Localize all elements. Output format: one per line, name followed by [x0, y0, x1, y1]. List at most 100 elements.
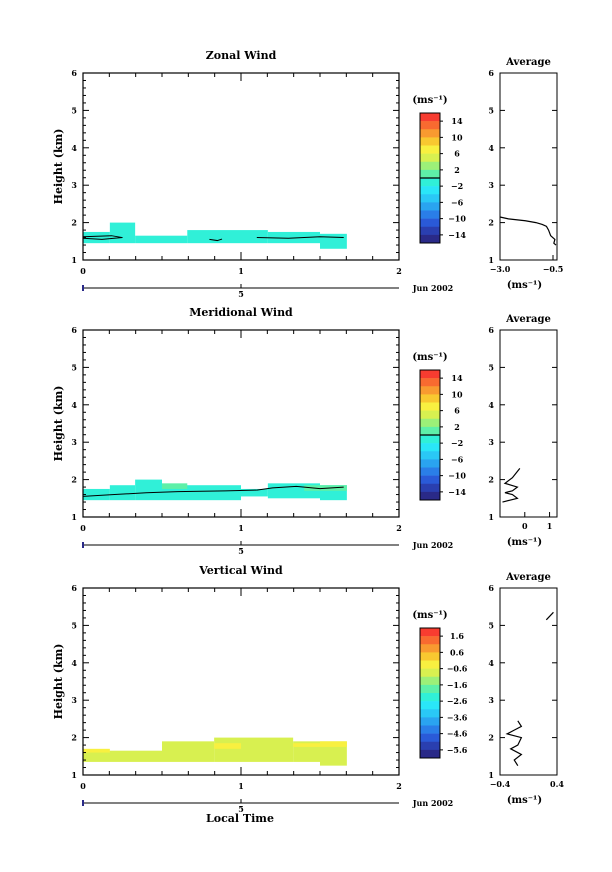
heatmap-cell [83, 748, 110, 753]
colorbar-frame [419, 627, 441, 759]
panel-title: Zonal Wind [206, 49, 277, 62]
date-day-label: 5 [238, 546, 244, 556]
colorbar-band [420, 186, 440, 195]
average-y-tick-label: 5 [488, 362, 494, 372]
average-unit: (ms⁻¹) [507, 795, 542, 806]
y-tick-label: 5 [71, 105, 77, 115]
average-title: Average [505, 314, 551, 325]
colorbar-band [420, 636, 440, 645]
colorbar-tick-label: −6 [451, 454, 464, 464]
average-x-tick-label: −3.0 [490, 264, 511, 274]
colorbar-band [420, 693, 440, 702]
average-y-tick-label: 6 [488, 68, 494, 78]
y-tick-label: 1 [71, 770, 77, 780]
colorbar-band [420, 475, 440, 485]
colorbar-band [420, 386, 440, 395]
average-y-tick-label: 5 [488, 620, 494, 630]
colorbar-tick-label: 14 [451, 373, 463, 383]
colorbar-band [420, 668, 440, 678]
colorbar-band [420, 226, 440, 236]
colorbar-tick-label: −1.6 [447, 680, 468, 690]
date-label: Jun 2002 [412, 283, 453, 293]
heatmap-cell [135, 235, 188, 244]
average-unit: (ms⁻¹) [507, 280, 542, 291]
colorbar-band [420, 676, 440, 686]
colorbar-band [420, 644, 440, 653]
y-tick-label: 5 [71, 620, 77, 630]
x-tick-label: 2 [396, 523, 402, 533]
colorbar-band [420, 741, 440, 751]
y-tick-label: 2 [71, 218, 77, 228]
average-profile-line [499, 216, 557, 246]
average-y-tick-label: 1 [488, 512, 494, 522]
average-y-tick-label: 4 [488, 400, 494, 410]
heatmap-cell [320, 233, 347, 249]
colorbar-tick-label: −10 [448, 471, 466, 481]
colorbar-tick-label: 0.6 [450, 647, 464, 657]
colorbar-band [420, 370, 440, 379]
colorbar-tick-label: 10 [451, 132, 463, 142]
colorbar-band [420, 153, 440, 163]
x-tick-label: 1 [238, 523, 244, 533]
y-tick-label: 4 [71, 143, 77, 153]
average-title: Average [505, 572, 551, 583]
colorbar-band [420, 483, 440, 493]
average-x-tick-label: 1 [547, 521, 553, 531]
colorbar-tick-label: 10 [451, 389, 463, 399]
colorbar-tick-label: −6 [451, 197, 464, 207]
colorbar-tick-label: 14 [451, 116, 463, 126]
date-label: Jun 2002 [412, 798, 453, 808]
colorbar-tick-label: −14 [448, 230, 466, 240]
y-tick-label: 6 [71, 583, 77, 593]
y-tick-label: 5 [71, 362, 77, 372]
y-tick-label: 4 [71, 658, 77, 668]
heatmap-cell [83, 488, 110, 501]
colorbar-band [420, 113, 440, 122]
colorbar-band [420, 717, 440, 726]
y-tick-label: 3 [71, 695, 77, 705]
colorbar-band [420, 660, 440, 669]
y-tick-label: 3 [71, 180, 77, 190]
colorbar-band [420, 129, 440, 138]
heatmap-cell [241, 488, 268, 497]
y-tick-label: 1 [71, 255, 77, 265]
average-y-tick-label: 6 [488, 325, 494, 335]
x-tick-label: 2 [396, 781, 402, 791]
y-tick-label: 1 [71, 512, 77, 522]
average-x-tick-label: −0.4 [490, 779, 511, 789]
colorbar-band [420, 234, 440, 244]
colorbar-tick-label: 6 [454, 149, 460, 159]
heatmap-cell [109, 222, 136, 244]
average-x-tick-label: 0.4 [550, 779, 564, 789]
colorbar-band [420, 491, 440, 501]
average-y-tick-label: 1 [488, 770, 494, 780]
colorbar-band [420, 410, 440, 420]
average-y-tick-label: 2 [488, 218, 494, 228]
colorbar-tick-label: −5.6 [447, 745, 468, 755]
colorbar-band [420, 467, 440, 476]
average-y-tick-label: 2 [488, 733, 494, 743]
colorbar-band [420, 169, 440, 179]
colorbar-tick-label: −0.6 [447, 664, 468, 674]
average-profile-line [502, 468, 521, 503]
colorbar-band [420, 749, 440, 759]
average-y-tick-label: 6 [488, 583, 494, 593]
contour-line [82, 489, 257, 497]
colorbar-band [420, 394, 440, 403]
colorbar-band [420, 628, 440, 637]
average-frame [499, 72, 558, 261]
average-profile-line-upper [545, 611, 554, 621]
colorbar-band [420, 443, 440, 452]
colorbar-band [420, 652, 440, 661]
average-title: Average [505, 57, 551, 68]
average-y-tick-label: 3 [488, 180, 494, 190]
colorbar-tick-label: −4.6 [447, 729, 468, 739]
contour-line [209, 238, 223, 242]
x-axis-label: Local Time [206, 812, 274, 825]
x-tick-label: 2 [396, 266, 402, 276]
colorbar-unit: (ms⁻¹) [412, 610, 447, 621]
